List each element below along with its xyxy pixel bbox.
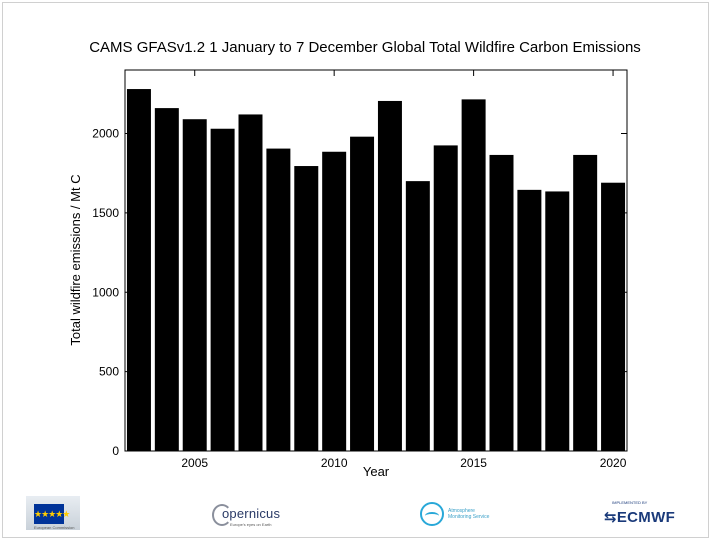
bar-2009: [294, 166, 319, 451]
copernicus-name: opernicus: [222, 506, 281, 521]
x-axis-label: Year: [363, 464, 390, 479]
ecmwf-logo: IMPLEMENTED BY ⇆ECMWF: [604, 498, 696, 528]
ecmwf-name: ECMWF: [616, 509, 676, 526]
plot-frame: [124, 69, 628, 452]
x-tick-label: 2020: [600, 456, 627, 470]
ecmwf-wordmark: ⇆ECMWF: [604, 508, 675, 526]
bar-2020: [601, 182, 626, 451]
bar-2004: [154, 108, 179, 451]
y-tick-label: 1500: [92, 206, 119, 220]
logo-strip: ★★★★★ European Commission opernicus Euro…: [0, 488, 713, 542]
bar-2010: [322, 151, 347, 451]
bar-2003: [126, 89, 151, 452]
bar-2017: [517, 189, 542, 451]
cams-text-line1: Atmosphere: [448, 508, 475, 514]
copernicus-swoosh-icon: [212, 504, 232, 526]
cams-globe-icon: [420, 502, 444, 526]
x-tick-label: 2010: [321, 456, 348, 470]
copernicus-tagline: Europe's eyes on Earth: [230, 522, 272, 527]
y-axis-label: Total wildfire emissions / Mt C: [68, 174, 83, 345]
bar-2019: [573, 154, 598, 451]
bar-2011: [350, 136, 375, 452]
european-commission-logo: ★★★★★ European Commission: [24, 494, 82, 534]
cams-text-line2: Monitoring Service: [448, 514, 490, 520]
bar-2008: [266, 148, 291, 452]
bar-2012: [377, 100, 402, 452]
x-tick-label: 2005: [181, 456, 208, 470]
ecmwf-c-icon: ⇆: [604, 509, 617, 526]
axes-layer: 0 500 1000 1500 2000 2005 2010 2015 2020: [92, 69, 628, 470]
y-tick-label: 2000: [92, 127, 119, 141]
bar-2013: [405, 181, 430, 451]
chart-title: CAMS GFASv1.2 1 January to 7 December Gl…: [89, 39, 641, 56]
x-tick-label: 2015: [460, 456, 487, 470]
bar-2005: [182, 119, 207, 452]
bars-layer: [126, 89, 626, 452]
bar-2018: [545, 191, 570, 451]
bar-2014: [433, 145, 458, 451]
bar-2006: [210, 128, 235, 452]
copernicus-logo: opernicus Europe's eyes on Earth: [212, 502, 298, 530]
bar-2007: [238, 114, 263, 451]
ecmwf-implemented-by: IMPLEMENTED BY: [612, 500, 648, 505]
bar-2015: [461, 99, 486, 452]
eu-flag-icon: ★★★★★: [34, 504, 70, 524]
cams-logo: Atmosphere Monitoring Service: [420, 502, 520, 530]
y-tick-label: 1000: [92, 285, 119, 299]
eu-logo-text: European Commission: [34, 525, 75, 530]
y-tick-label: 0: [112, 444, 119, 458]
bar-2016: [489, 154, 514, 451]
wildfire-emissions-chart: CAMS GFASv1.2 1 January to 7 December Gl…: [68, 39, 641, 479]
y-tick-label: 500: [99, 365, 119, 379]
